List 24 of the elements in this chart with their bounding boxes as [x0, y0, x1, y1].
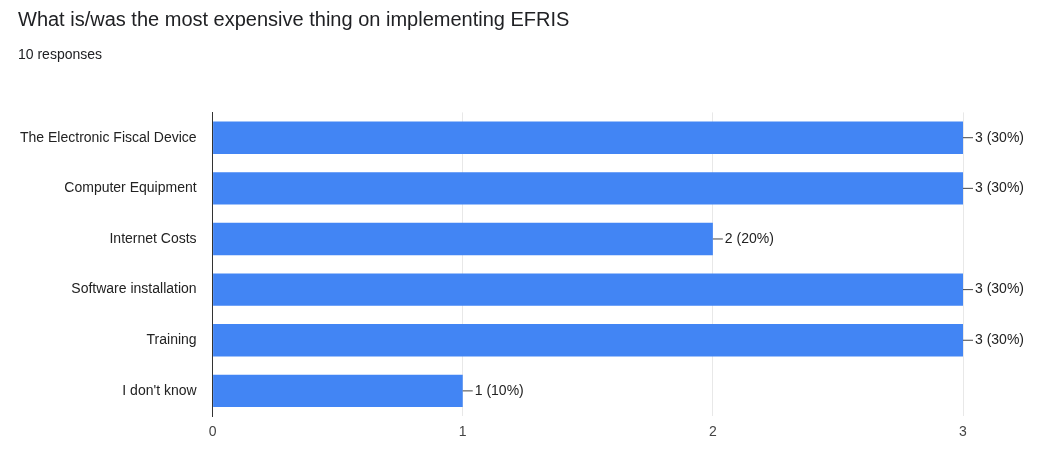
x-tick-label: 1 — [458, 423, 467, 440]
y-tick-label: Software installation — [71, 280, 197, 297]
bar — [213, 374, 463, 408]
data-label: 3 (30%) — [975, 128, 1025, 145]
y-tick-label: Training — [146, 331, 197, 348]
x-tick-label: 3 — [959, 423, 968, 440]
x-tick-label: 0 — [208, 423, 217, 440]
data-label: 3 (30%) — [975, 280, 1025, 297]
text: 10 responses — [18, 46, 103, 62]
bar — [213, 324, 963, 357]
y-tick-label: The Electronic Fiscal Device — [19, 128, 197, 145]
chart-title: What is/was the most expensive thing on implementing EFRIS — [18, 8, 570, 31]
data-label: 1 (10%) — [474, 381, 524, 398]
data-label: 3 (30%) — [975, 331, 1025, 348]
bar — [213, 222, 713, 256]
data-label: 2 (20%) — [724, 229, 774, 246]
y-tick-label: Computer Equipment — [64, 179, 197, 196]
x-tick-label: 2 — [708, 423, 717, 440]
bar — [213, 273, 963, 306]
y-tick-label: I don't know — [122, 381, 198, 398]
bar — [213, 172, 963, 205]
y-tick-label: Internet Costs — [109, 229, 197, 246]
data-label: 3 (30%) — [975, 179, 1025, 196]
bar — [213, 121, 963, 154]
